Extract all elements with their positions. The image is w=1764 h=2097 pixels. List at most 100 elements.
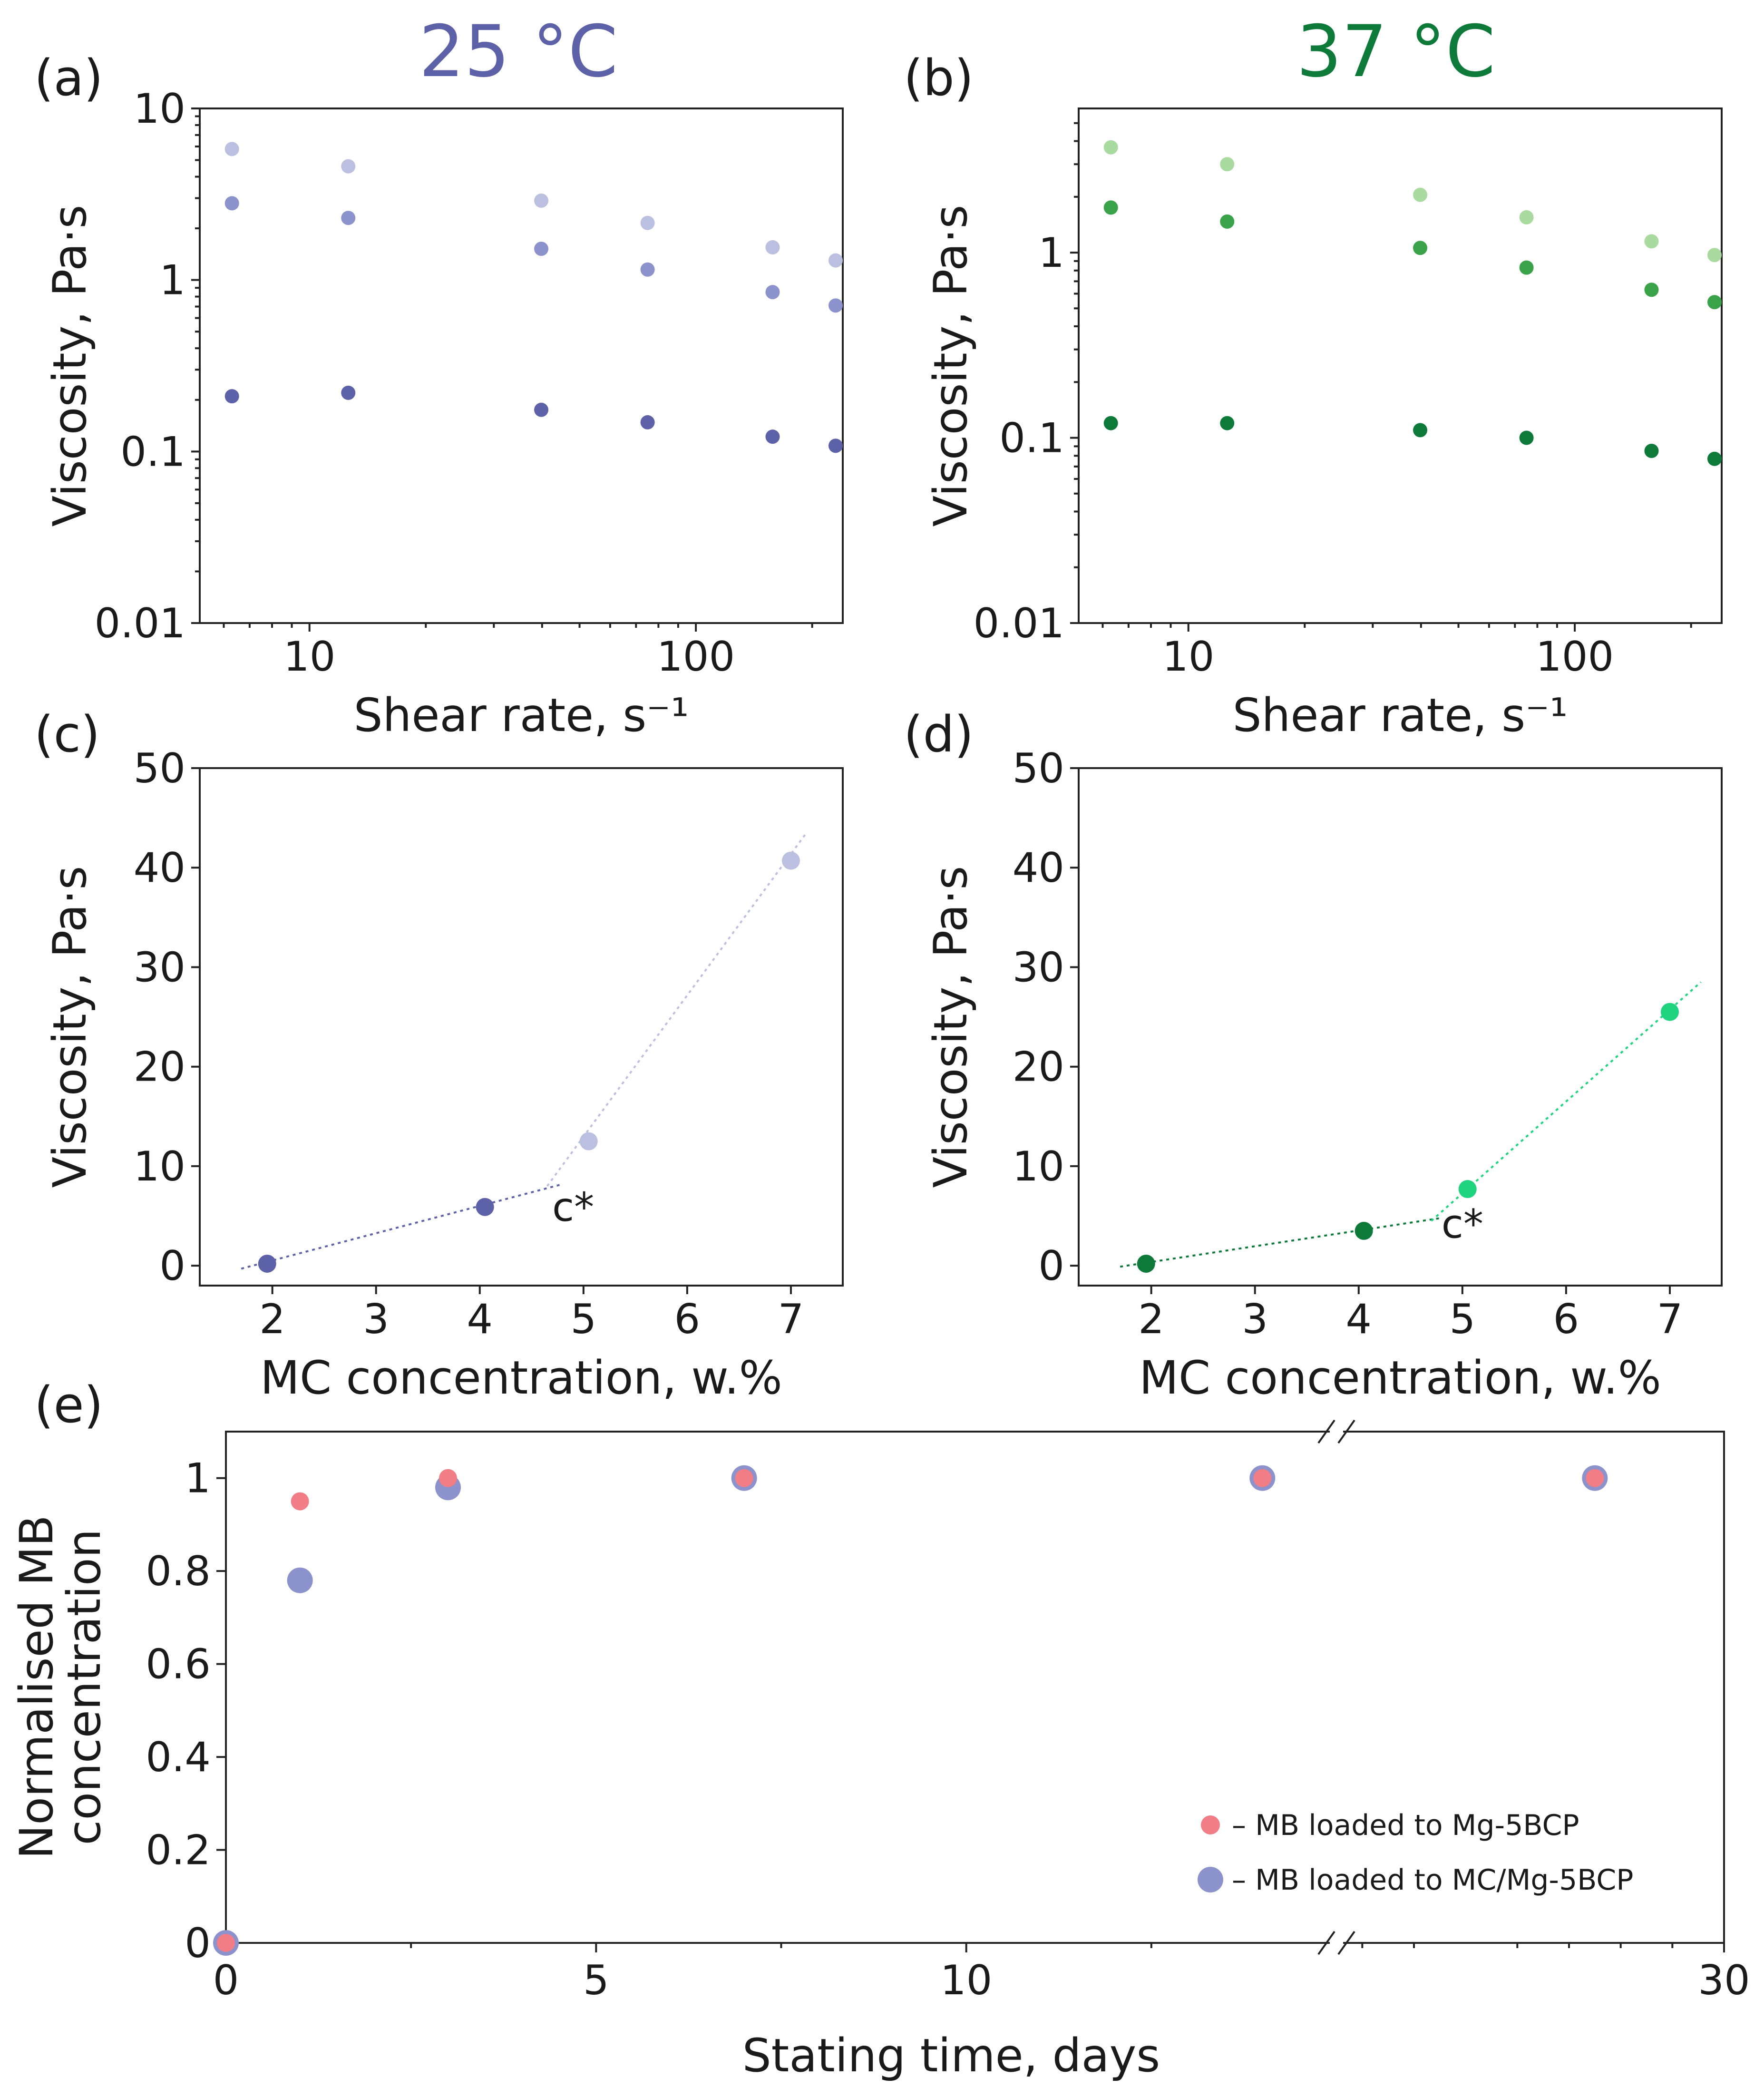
- y-axis-title-line-2: concentration: [58, 1529, 111, 1845]
- data-point: [1355, 1221, 1373, 1240]
- data-point-low: [224, 389, 239, 404]
- data-point-low: [1220, 416, 1235, 430]
- temp-title-37c: 37 °C: [1296, 10, 1495, 93]
- y-tick-label: 0.4: [146, 1734, 211, 1781]
- axis-break-marks: [1317, 1419, 1355, 1955]
- data-point: [1137, 1254, 1155, 1273]
- data-point-high: [224, 142, 239, 156]
- data-point-series-0: [1586, 1469, 1604, 1487]
- data-point: [781, 851, 800, 870]
- axis-break-slash: [1337, 1931, 1355, 1955]
- data-point: [476, 1198, 494, 1216]
- data-point-mid: [765, 285, 780, 300]
- panel-c-viscosity-vs-mc-25c: (c) 2 3 4 5 6 7 0 10 20 30 40 50 c* MC concentratio…: [34, 705, 844, 1405]
- y-tick-label: 1: [185, 1455, 211, 1502]
- x-tick-label: 2: [1138, 1296, 1164, 1343]
- y-tick-label: 20: [1013, 1044, 1064, 1091]
- y-tick-label: 0.01: [974, 600, 1064, 647]
- data-point-mid: [341, 211, 356, 225]
- x-tick-label: 5: [570, 1296, 596, 1343]
- panel-a-viscosity-vs-shear-25c: (a) 10 100 0.01 0.1 1 10 Shear rate, s⁻¹ Visc…: [34, 49, 844, 742]
- data-point: [1660, 1003, 1679, 1021]
- legend-marker-mg-5bcp: [1201, 1815, 1220, 1834]
- y-tick-label: 0: [1038, 1242, 1064, 1290]
- fit-line: [1120, 1217, 1442, 1268]
- data-point: [1458, 1180, 1477, 1199]
- x-tick-label: 7: [1657, 1296, 1683, 1343]
- panel-label: (e): [34, 1376, 103, 1434]
- data-point-mid: [1103, 200, 1118, 215]
- data-point-mid: [1644, 283, 1659, 297]
- y-tick-label: 30: [1013, 944, 1064, 991]
- y-axis-title: Viscosity, Pa·s: [924, 205, 977, 527]
- axis-ticks: 10 100 0.01 0.1 1 10: [95, 85, 813, 681]
- data-point-low: [640, 415, 655, 429]
- data-point-high: [1519, 210, 1534, 224]
- x-axis-title: Stating time, days: [742, 2029, 1160, 2082]
- data-point: [579, 1132, 598, 1151]
- data-point-series-0: [735, 1469, 753, 1487]
- y-axis-title: Viscosity, Pa·s: [43, 866, 97, 1188]
- panel-b-viscosity-vs-shear-37c: (b) 10 100 0.01 0.1 1 Shear rate, s⁻¹ Viscos…: [904, 49, 1723, 742]
- legend-label-mg-5bcp: – MB loaded to Mg-5BCP: [1232, 1809, 1579, 1842]
- y-tick-label: 0.1: [120, 428, 185, 476]
- plot-frame: [199, 767, 844, 1287]
- data-point-low: [1103, 416, 1118, 430]
- data-marks: [1103, 140, 1722, 466]
- data-point-high: [1413, 187, 1428, 202]
- y-tick-label: 0: [185, 1920, 211, 1967]
- data-point-high: [1707, 248, 1722, 263]
- data-point-mid: [828, 298, 843, 313]
- legend-marker-mc-mg-5bcp: [1198, 1867, 1223, 1892]
- data-point-high: [534, 193, 549, 208]
- data-point-series-1: [287, 1567, 313, 1593]
- data-point-mid: [1413, 241, 1428, 255]
- c-star-annotation: c*: [552, 1184, 594, 1230]
- data-marks: [224, 142, 843, 453]
- data-point-high: [765, 240, 780, 255]
- x-tick-label: 10: [1162, 633, 1214, 681]
- x-axis-title: Shear rate, s⁻¹: [354, 689, 689, 742]
- data-point-high: [1103, 140, 1118, 155]
- data-point-mid: [224, 196, 239, 211]
- data-point-low: [1707, 451, 1722, 466]
- data-point-series-0: [291, 1492, 309, 1511]
- axis-break-slash: [1317, 1931, 1335, 1955]
- y-axis-title-line-1: Normalised MB: [10, 1515, 63, 1859]
- x-axis-title: Shear rate, s⁻¹: [1233, 689, 1568, 742]
- panel-label: (a): [34, 49, 103, 107]
- x-axis-title: MC concentration, w.%: [1139, 1351, 1661, 1405]
- temp-title-25c: 25 °C: [419, 10, 618, 93]
- plot-frame: [199, 107, 844, 624]
- data-point-low: [1644, 444, 1659, 458]
- y-axis-title: Viscosity, Pa·s: [43, 205, 97, 527]
- data-point-low: [765, 429, 780, 444]
- x-tick-label: 3: [1242, 1296, 1268, 1343]
- data-point-high: [828, 253, 843, 268]
- data-point-series-0: [1253, 1469, 1272, 1487]
- x-tick-label: 6: [1553, 1296, 1579, 1343]
- fit-line: [241, 1183, 563, 1270]
- y-tick-label: 0.01: [95, 600, 185, 647]
- x-tick-label: 7: [778, 1296, 804, 1343]
- data-point-series-0: [217, 1934, 235, 1952]
- axis-ticks: 2 3 4 5 6 7 0 10 20 30 40 50: [1013, 745, 1683, 1343]
- data-point: [258, 1254, 276, 1273]
- data-marks: c*: [1120, 981, 1702, 1273]
- data-point-mid: [1707, 295, 1722, 310]
- y-tick-label: 30: [134, 944, 185, 991]
- plot-frame: [1078, 767, 1723, 1287]
- x-tick-label: 0: [213, 1957, 239, 2004]
- legend-label-mc-mg-5bcp: – MB loaded to MC/Mg-5BCP: [1232, 1863, 1633, 1897]
- data-point-mid: [534, 242, 549, 256]
- y-tick-label: 50: [134, 745, 185, 792]
- y-tick-label: 40: [134, 844, 185, 892]
- axis-ticks: 2 3 4 5 6 7 0 10 20 30 40 50: [134, 745, 804, 1343]
- x-tick-label: 5: [583, 1957, 609, 2004]
- data-point-high: [1644, 234, 1659, 249]
- data-point-low: [1519, 430, 1534, 445]
- data-point-high: [341, 159, 356, 174]
- data-point-mid: [1220, 214, 1235, 229]
- x-tick-label: 10: [940, 1957, 992, 2004]
